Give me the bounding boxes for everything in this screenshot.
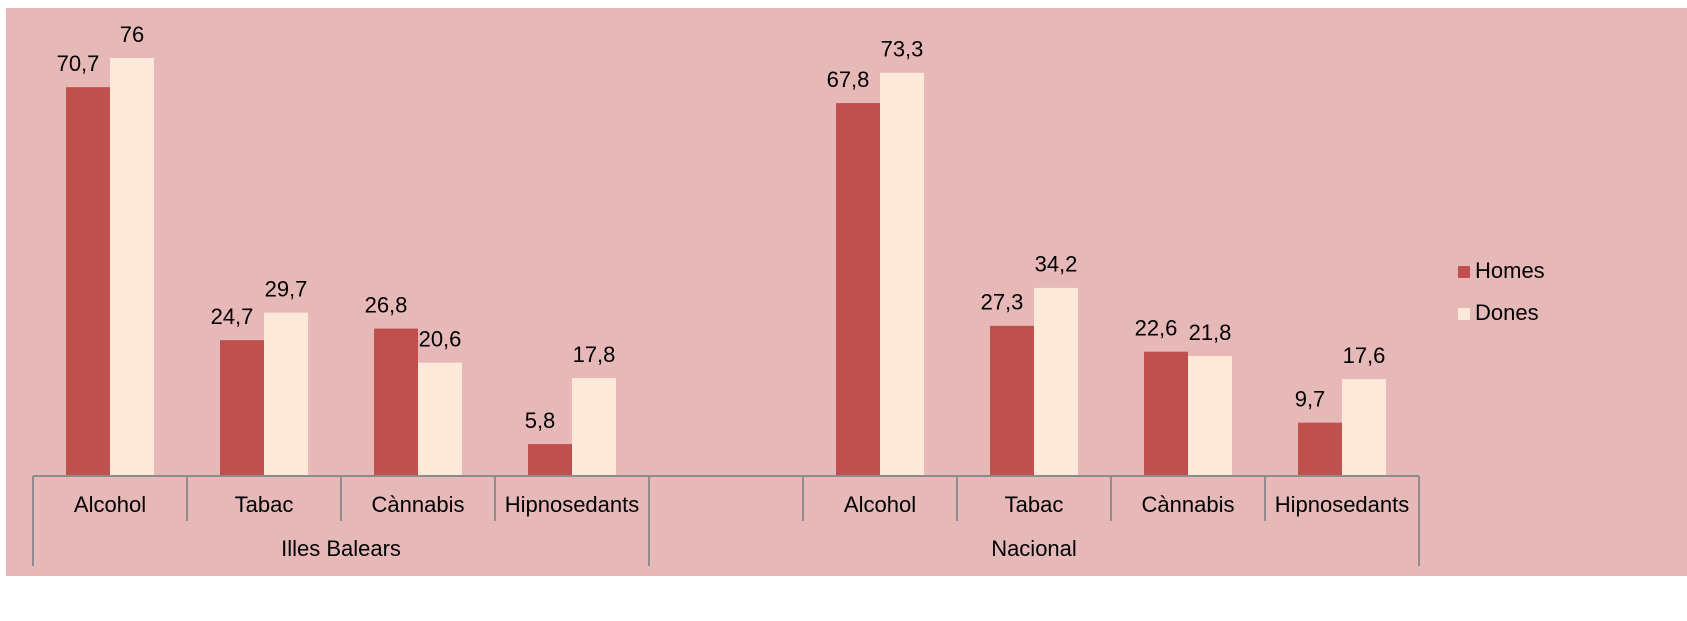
- data-label: 21,8: [1189, 320, 1232, 345]
- bar: [110, 58, 154, 476]
- data-label: 26,8: [365, 292, 408, 317]
- data-label: 67,8: [827, 67, 870, 92]
- bar: [1188, 356, 1232, 476]
- data-label: 22,6: [1135, 316, 1178, 341]
- x-tick-label: Alcohol: [74, 492, 146, 517]
- x-tick-label: Alcohol: [844, 492, 916, 517]
- bar: [836, 103, 880, 476]
- x-tick-label: Cànnabis: [372, 492, 465, 517]
- legend-label: Homes: [1475, 258, 1545, 283]
- bar: [572, 378, 616, 476]
- legend-label: Dones: [1475, 300, 1539, 325]
- bar: [1342, 379, 1386, 476]
- x-tick-label: Tabac: [235, 492, 294, 517]
- data-label: 76: [120, 22, 144, 47]
- data-label: 5,8: [525, 408, 556, 433]
- data-label: 70,7: [57, 51, 100, 76]
- bar: [990, 325, 1034, 476]
- legend-swatch: [1458, 308, 1470, 320]
- bar: [66, 87, 110, 477]
- bar: [418, 362, 462, 476]
- data-label: 17,8: [573, 342, 616, 367]
- legend-swatch: [1458, 266, 1470, 278]
- x-tick-label: Hipnosedants: [505, 492, 640, 517]
- data-label: 34,2: [1035, 252, 1078, 277]
- bar: [1144, 351, 1188, 476]
- bar: [220, 340, 264, 476]
- data-label: 73,3: [881, 37, 924, 62]
- bar: [1298, 422, 1342, 476]
- x-tick-label: Tabac: [1005, 492, 1064, 517]
- bar: [374, 328, 418, 476]
- x-tick-label: Cànnabis: [1142, 492, 1235, 517]
- data-label: 9,7: [1295, 386, 1326, 411]
- group-label: Illes Balears: [281, 536, 401, 561]
- data-label: 17,6: [1343, 343, 1386, 368]
- bar: [528, 444, 572, 476]
- x-tick-label: Hipnosedants: [1275, 492, 1410, 517]
- data-label: 20,6: [419, 327, 462, 352]
- data-label: 29,7: [265, 276, 308, 301]
- data-label: 24,7: [211, 304, 254, 329]
- bar: [880, 72, 924, 476]
- data-label: 27,3: [981, 290, 1024, 315]
- group-label: Nacional: [991, 536, 1077, 561]
- bar: [1034, 287, 1078, 476]
- bar: [264, 312, 308, 476]
